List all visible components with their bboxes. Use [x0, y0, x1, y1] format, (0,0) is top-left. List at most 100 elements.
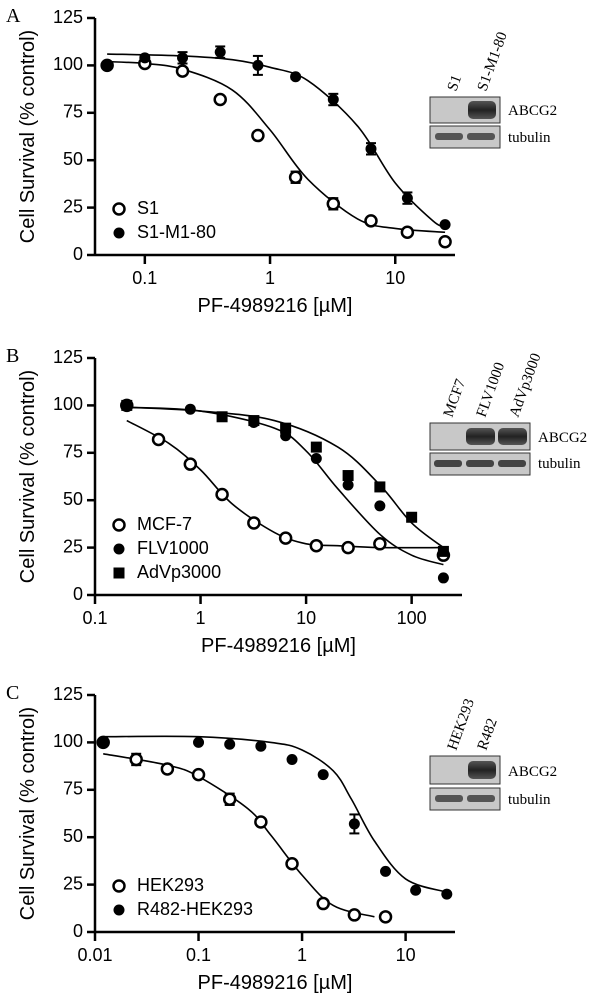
y-tick-label: 50	[63, 489, 83, 509]
marker	[342, 470, 354, 482]
marker	[374, 481, 386, 493]
marker	[193, 736, 205, 748]
legend-marker	[113, 227, 125, 239]
marker	[248, 415, 260, 427]
x-tick-label: 10	[385, 268, 405, 288]
band-label: tubulin	[508, 792, 551, 808]
y-axis-label: Cell Survival (% control)	[17, 30, 39, 243]
lane-label: MCF7	[441, 377, 470, 420]
legend-marker	[112, 518, 126, 532]
marker	[374, 500, 386, 512]
marker	[309, 538, 324, 553]
marker	[439, 219, 451, 231]
legend-marker	[112, 879, 126, 893]
marker	[326, 197, 341, 211]
x-tick-label: 0.01	[77, 945, 112, 965]
band-label: ABCG2	[508, 103, 557, 119]
blot-box	[429, 125, 501, 149]
lane-label: S1	[445, 73, 465, 93]
legend-label: FLV1000	[137, 538, 209, 558]
lane-label: S1-M1-80	[475, 30, 511, 93]
legend-label: AdVp3000	[137, 562, 221, 582]
marker	[378, 910, 393, 924]
blot-box	[429, 787, 501, 811]
marker	[177, 52, 189, 64]
x-tick-label: 100	[397, 608, 427, 628]
panel-label: B	[6, 345, 19, 367]
marker	[288, 170, 303, 185]
marker	[286, 753, 298, 765]
marker	[342, 479, 354, 491]
marker	[254, 815, 268, 829]
marker	[438, 234, 452, 249]
marker	[400, 225, 415, 239]
y-tick-label: 100	[53, 54, 83, 74]
western-blot: S1 S1-M1-80 ABCG2 tubulin	[429, 30, 557, 149]
blot-band	[466, 460, 494, 467]
marker	[410, 884, 422, 896]
lane-label: AdVp3000	[507, 351, 545, 419]
band-label: ABCG2	[538, 430, 587, 446]
fit-curve	[103, 735, 448, 893]
y-tick-label: 100	[53, 731, 83, 751]
x-tick-label: 0.1	[132, 268, 157, 288]
marker	[151, 432, 166, 447]
marker	[280, 422, 292, 434]
blot-band	[468, 101, 496, 119]
marker	[347, 908, 362, 922]
blot-band	[498, 428, 527, 445]
blot-band	[468, 761, 496, 779]
y-tick-label: 75	[63, 779, 83, 799]
fit-curve	[107, 53, 446, 228]
marker	[222, 792, 237, 807]
blot-band	[435, 795, 463, 802]
marker	[401, 192, 413, 204]
band-label: tubulin	[508, 130, 551, 146]
y-tick-label: 25	[63, 196, 83, 216]
marker	[437, 545, 449, 557]
blot-band	[498, 460, 526, 467]
lane-label: HEK293	[445, 697, 478, 753]
fit-curve	[126, 406, 444, 549]
band-label: ABCG2	[508, 764, 557, 780]
marker	[316, 896, 330, 911]
marker	[101, 59, 113, 71]
marker	[278, 531, 293, 545]
legend-label: HEK293	[137, 875, 204, 895]
x-tick-label: 1	[196, 608, 206, 628]
marker	[327, 94, 339, 106]
marker	[348, 818, 360, 830]
y-tick-label: 75	[63, 442, 83, 462]
legend-label: R482-HEK293	[137, 899, 253, 919]
marker	[214, 46, 226, 58]
marker	[364, 214, 378, 228]
y-tick-label: 25	[63, 873, 83, 893]
y-tick-label: 125	[53, 684, 83, 704]
y-tick-label: 125	[53, 347, 83, 367]
marker	[215, 487, 229, 502]
y-tick-label: 0	[73, 244, 83, 264]
x-axis-label: PF-4989216 [µM]	[198, 972, 353, 994]
y-tick-label: 50	[63, 149, 83, 169]
x-axis-label: PF-4989216 [µM]	[201, 635, 356, 657]
lane-label: FLV1000	[474, 360, 509, 419]
marker	[175, 64, 190, 78]
lane-label: R482	[475, 716, 501, 752]
marker	[216, 411, 228, 423]
marker	[380, 865, 392, 877]
x-tick-label: 10	[396, 945, 416, 965]
marker	[251, 128, 265, 143]
legend-label: S1	[137, 198, 159, 218]
marker	[437, 572, 449, 584]
blot-band	[466, 428, 495, 445]
marker	[213, 92, 227, 107]
marker	[373, 537, 387, 551]
y-axis-label: Cell Survival (% control)	[17, 707, 39, 920]
western-blot: HEK293 R482 ABCG2 tubulin	[429, 697, 557, 811]
x-tick-label: 0.1	[82, 608, 107, 628]
blot-band	[467, 133, 495, 140]
marker	[247, 516, 261, 530]
blot-band	[435, 133, 463, 140]
marker	[365, 143, 377, 155]
